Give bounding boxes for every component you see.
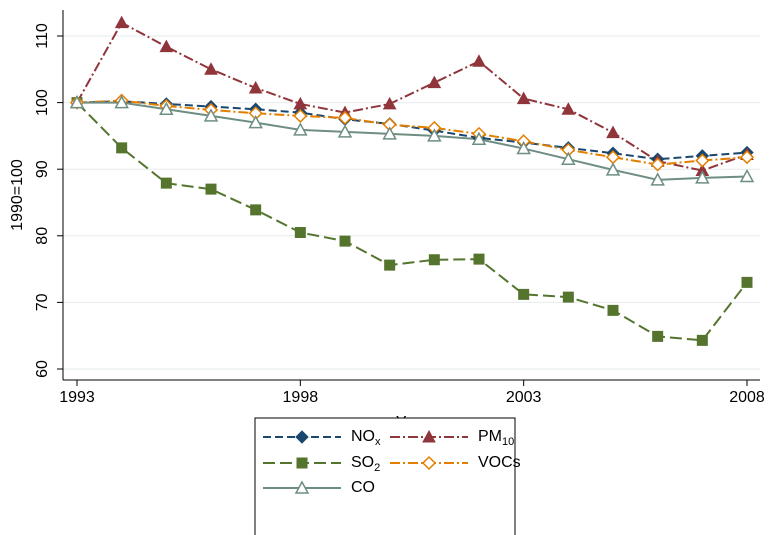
marker: [696, 334, 708, 346]
marker: [159, 101, 174, 116]
marker: [159, 39, 174, 53]
marker: [204, 62, 218, 75]
marker: [69, 95, 85, 109]
series-line: [76, 99, 748, 166]
marker: [516, 91, 531, 105]
legend-label: CO: [351, 479, 375, 496]
marker: [650, 157, 665, 172]
marker: [562, 291, 574, 303]
marker: [561, 102, 576, 115]
marker: [160, 177, 172, 189]
y-tick-label: 80: [34, 227, 51, 245]
legend-marker: [296, 457, 308, 469]
series-line: [77, 101, 748, 181]
marker: [472, 54, 486, 67]
legend-label: PM10: [478, 428, 514, 448]
marker: [339, 235, 351, 247]
marker: [516, 140, 531, 155]
marker: [384, 259, 396, 271]
marker: [427, 75, 442, 89]
marker: [203, 108, 219, 122]
y-tick-label: 90: [34, 160, 51, 178]
marker: [114, 15, 129, 29]
y-axis-label: 1990=100: [9, 159, 26, 231]
legend-marker: [294, 480, 310, 494]
marker: [427, 128, 442, 142]
marker: [739, 168, 755, 183]
marker: [650, 172, 665, 186]
marker: [116, 142, 128, 154]
marker: [337, 124, 353, 138]
marker: [337, 110, 353, 125]
marker: [205, 183, 217, 195]
marker: [293, 122, 308, 136]
y-tick-label: 110: [34, 23, 51, 49]
marker: [114, 95, 129, 109]
legend-marker: [295, 430, 309, 444]
legend-marker: [421, 455, 437, 471]
marker: [382, 96, 397, 110]
marker: [248, 115, 263, 129]
legend-label: VOCs: [478, 454, 521, 471]
marker: [428, 254, 440, 266]
marker: [695, 170, 710, 184]
x-tick-label: 2003: [506, 389, 542, 406]
series-line: [76, 21, 748, 172]
series-line: [76, 101, 748, 342]
series-line: [76, 100, 748, 161]
marker: [471, 131, 487, 145]
y-tick-label: 100: [34, 89, 51, 116]
marker: [607, 304, 619, 316]
marker: [741, 276, 753, 288]
y-tick-label: 70: [34, 293, 51, 311]
y-tick-label: 60: [34, 360, 51, 378]
marker: [561, 151, 576, 165]
x-tick-label: 1993: [59, 389, 95, 406]
marker: [248, 80, 263, 94]
marker: [294, 226, 306, 238]
legend-label: NOx: [351, 428, 381, 448]
marker: [382, 126, 397, 140]
marker: [293, 108, 308, 123]
legend-marker: [422, 429, 436, 443]
marker: [605, 162, 621, 176]
marker: [606, 125, 620, 139]
marker: [652, 330, 664, 342]
marker: [695, 153, 710, 168]
marker: [518, 288, 530, 300]
legend-box: [254, 417, 516, 535]
legend-label: SO2: [351, 454, 380, 474]
x-tick-label: 1998: [283, 389, 319, 406]
marker: [250, 204, 262, 216]
marker: [473, 253, 485, 265]
marker: [739, 150, 755, 165]
x-tick-label: 2008: [729, 389, 765, 406]
